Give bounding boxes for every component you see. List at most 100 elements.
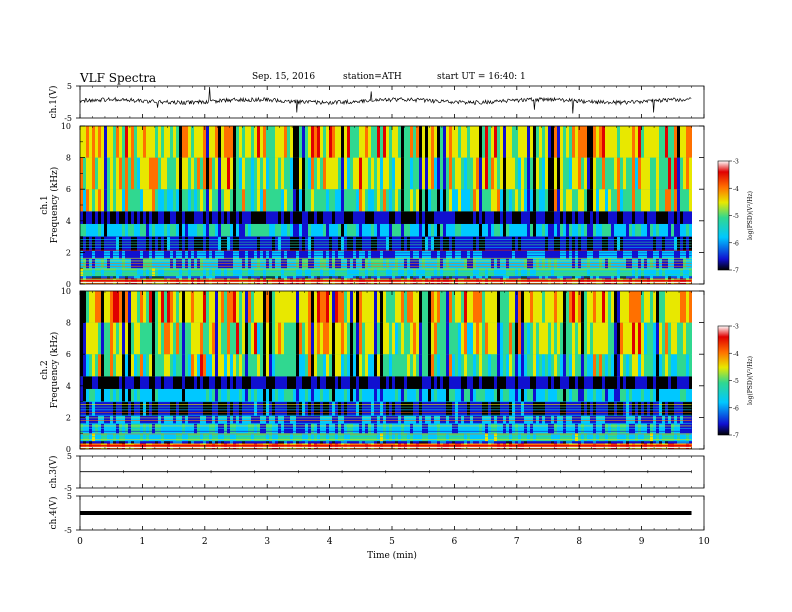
ch1-column-479-10	[479, 126, 482, 158]
ch2-column-275-10	[275, 291, 278, 323]
ch1-column-533-5	[533, 236, 536, 251]
ch1-column-464-2	[464, 268, 467, 277]
ch2-column-314-5	[314, 401, 317, 416]
ch2-column-308-8	[308, 354, 311, 377]
ch1-column-395-4	[395, 250, 398, 259]
ch2-column-512-9	[512, 322, 515, 355]
ch1-column-659-10	[659, 126, 662, 158]
ch2-column-143-4	[143, 415, 146, 424]
ch2-column-656-2	[656, 433, 659, 442]
ch1-column-161-9	[161, 157, 164, 190]
ch1-column-497-8	[497, 189, 500, 212]
ch2-column-572-4	[572, 415, 575, 424]
ch2-column-443-7	[443, 376, 446, 389]
ch1-column-368-6	[368, 223, 371, 237]
ch1-column-644-7	[644, 211, 647, 224]
ch2-column-206-4	[206, 415, 209, 424]
ch1-column-167-6	[167, 223, 170, 237]
ch1-column-434-10	[434, 126, 437, 158]
ch1-column-194-6	[194, 223, 197, 237]
ch2-column-611-5	[611, 401, 614, 416]
ch2-column-293-4	[293, 415, 296, 424]
ch2-column-245-7	[245, 376, 248, 389]
ch2-column-164-9	[164, 322, 167, 355]
ch1-column-617-5	[617, 236, 620, 251]
ch2-column-599-8	[599, 354, 602, 377]
ch2-column-485-8	[485, 354, 488, 377]
ch2-column-605-5	[605, 401, 608, 416]
ch2-column-545-9	[545, 322, 548, 355]
ch2-column-494-6	[494, 388, 497, 402]
ch1-column-416-6	[416, 223, 419, 237]
ch2-column-314-9	[314, 322, 317, 355]
ch2-column-167-10	[167, 291, 170, 323]
ch1-column-590-7	[590, 211, 593, 224]
ch1-column-236-4	[236, 250, 239, 259]
ch1-column-134-2	[134, 268, 137, 277]
ch1-column-683-4	[683, 250, 686, 259]
ch1-column-89-9	[89, 157, 92, 190]
ch2-column-464-6	[464, 388, 467, 402]
ch1-column-254-5	[254, 236, 257, 251]
ch2-column-548-9	[548, 322, 551, 355]
ch1-column-533-10	[533, 126, 536, 158]
ch2-column-347-5	[347, 401, 350, 416]
ch2-column-464-4	[464, 415, 467, 424]
ch2-column-377-8	[377, 354, 380, 377]
ch2-column-605-4	[605, 415, 608, 424]
ch1-column-149-2	[149, 268, 152, 277]
ch2-column-686-4	[686, 415, 689, 424]
ch2-column-326-6	[326, 388, 329, 402]
ch1-column-377-6	[377, 223, 380, 237]
ch1-column-671-8	[671, 189, 674, 212]
ch1-column-350-7	[350, 211, 353, 224]
ch2-column-218-4	[218, 415, 221, 424]
ch1-column-524-8	[524, 189, 527, 212]
ch1-column-650-5	[650, 236, 653, 251]
ch2-column-371-5	[371, 401, 374, 416]
ch1-column-221-5	[221, 236, 224, 251]
ch1-column-452-10	[452, 126, 455, 158]
ch1-column-575-9	[575, 157, 578, 190]
ch2-column-206-9	[206, 322, 209, 355]
ch2-column-173-5	[173, 401, 176, 416]
ch1-column-131-9	[131, 157, 134, 190]
ch2-column-536-9	[536, 322, 539, 355]
ch2-column-593-9	[593, 322, 596, 355]
ch2-column-593-10	[593, 291, 596, 323]
ch2-column-491-5	[491, 401, 494, 416]
ch1-column-341-2	[341, 268, 344, 277]
ch2-column-296-8	[296, 354, 299, 377]
ch1-column-560-7	[560, 211, 563, 224]
ch1-column-593-5	[593, 236, 596, 251]
ch1-column-665-4	[665, 250, 668, 259]
ch2-column-584-4	[584, 415, 587, 424]
ch2-column-617-2	[617, 433, 620, 442]
ch2-column-107-2	[107, 433, 110, 442]
ch2-column-161-5	[161, 401, 164, 416]
ch2-column-245-6	[245, 388, 248, 402]
ch2-column-521-5	[521, 401, 524, 416]
ch2-column-575-8	[575, 354, 578, 377]
ch2-column-353-10	[353, 291, 356, 323]
ch2-column-269-10	[269, 291, 272, 323]
ch1-column-128-9	[128, 157, 131, 190]
ch1-column-155-7	[155, 211, 158, 224]
ch2-column-353-4	[353, 415, 356, 424]
ch2-column-458-9	[458, 322, 461, 355]
ch1-column-233-4	[233, 250, 236, 259]
ch1-column-563-7	[563, 211, 566, 224]
ch2-column-668-2	[668, 433, 671, 442]
ch1-column-86-7	[86, 211, 89, 224]
ch2-column-122-9	[122, 322, 125, 355]
ch2-column-128-2	[128, 433, 131, 442]
ch1-column-416-4	[416, 250, 419, 259]
ch1-column-431-4	[431, 250, 434, 259]
ch2-column-536-5	[536, 401, 539, 416]
ch1-column-335-7	[335, 211, 338, 224]
ch2-column-587-7	[587, 376, 590, 389]
ch2-column-257-7	[257, 376, 260, 389]
ch1-column-137-9	[137, 157, 140, 190]
ch1-column-443-4	[443, 250, 446, 259]
ch1-column-422-9	[422, 157, 425, 190]
